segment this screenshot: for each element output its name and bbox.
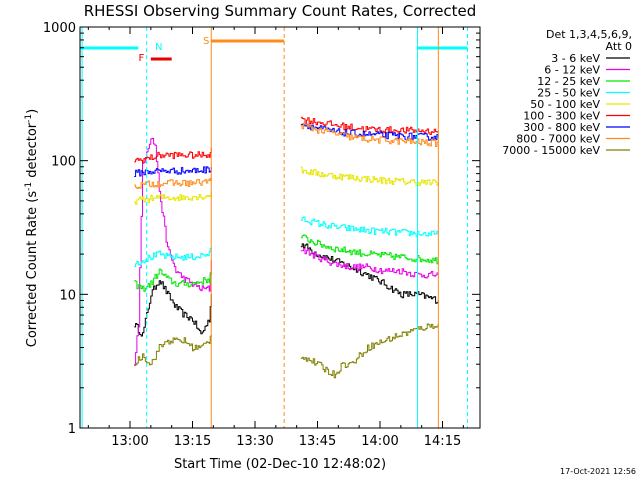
legend-label-9: 7000 - 15000 keV	[502, 144, 600, 157]
x-tick-label-1: 13:00	[111, 434, 148, 449]
series-line-1-segment-2	[300, 243, 439, 304]
marker-layer: NF S	[80, 27, 468, 428]
y-axis-label: Corrected Count Rate (s-1 detector-1)	[24, 109, 40, 347]
footer-date: 17-Oct-2021 12:56	[560, 467, 636, 476]
series-line-7-segment-2	[300, 123, 439, 141]
x-tick-label-4: 13:45	[299, 434, 336, 449]
series-line-1-segment-1	[134, 280, 212, 337]
y-axis-label-mid: detector	[25, 122, 40, 182]
y-tick-label-1: 1	[68, 422, 76, 437]
legend-label-2: 6 - 12 keV	[544, 64, 600, 77]
legend-label-7: 300 - 800 keV	[523, 121, 600, 134]
series-line-2-segment-1	[134, 137, 212, 366]
marker-label-s: S	[203, 36, 209, 47]
legend-header-1: Det 1,3,4,5,6,9,	[546, 28, 632, 41]
series-line-5-segment-2	[300, 166, 439, 187]
x-tick-label-3: 13:30	[236, 434, 273, 449]
legend-label-5: 50 - 100 keV	[530, 98, 600, 111]
chart-title: RHESSI Observing Summary Count Rates, Co…	[84, 2, 477, 20]
legend-label-1: 3 - 6 keV	[551, 52, 600, 65]
series-line-3-segment-2	[300, 234, 439, 265]
axis-layer: 13:00 13:15 13:30 13:45 14:00 14:15 1 10 100 1000	[43, 21, 481, 449]
series-line-8-segment-1	[134, 177, 212, 189]
y-tick-label-2: 10	[59, 288, 76, 303]
series-line-8-segment-2	[300, 122, 439, 147]
series-line-9-segment-1	[134, 334, 212, 366]
series-line-3-segment-1	[134, 268, 212, 292]
series-line-6-segment-2	[300, 116, 439, 135]
legend-header-2: Att 0	[606, 40, 632, 53]
series-line-4-segment-2	[300, 216, 439, 237]
marker-label-n: N	[155, 42, 162, 53]
series-line-9-segment-2	[300, 323, 439, 379]
series-line-7-segment-1	[134, 166, 212, 177]
series-line-6-segment-1	[134, 147, 212, 164]
y-axis-label-main: Corrected Count Rate (s	[25, 191, 40, 348]
marker-label-f: F	[139, 53, 145, 64]
series-line-5-segment-1	[134, 192, 212, 205]
x-tick-label-2: 13:15	[174, 434, 211, 449]
plot-frame	[79, 26, 481, 429]
legend-label-4: 25 - 50 keV	[537, 87, 600, 100]
series-layer	[134, 116, 439, 379]
x-axis-label: Start Time (02-Dec-10 12:48:02)	[174, 457, 386, 472]
y-axis-label-sup-2: -1	[24, 114, 34, 123]
x-tick-label-5: 14:00	[361, 434, 398, 449]
y-axis-label-tail: )	[25, 109, 40, 114]
series-line-4-segment-1	[134, 247, 212, 267]
y-tick-label-3: 100	[51, 155, 76, 170]
legend-label-6: 100 - 300 keV	[523, 110, 600, 123]
y-tick-label-4: 1000	[43, 21, 76, 36]
legend-label-8: 800 - 7000 keV	[516, 133, 600, 146]
y-axis-label-sup-1: -1	[24, 182, 34, 191]
x-tick-label-6: 14:15	[424, 434, 461, 449]
legend-label-3: 12 - 25 keV	[537, 75, 600, 88]
series-line-2-segment-2	[300, 247, 439, 279]
